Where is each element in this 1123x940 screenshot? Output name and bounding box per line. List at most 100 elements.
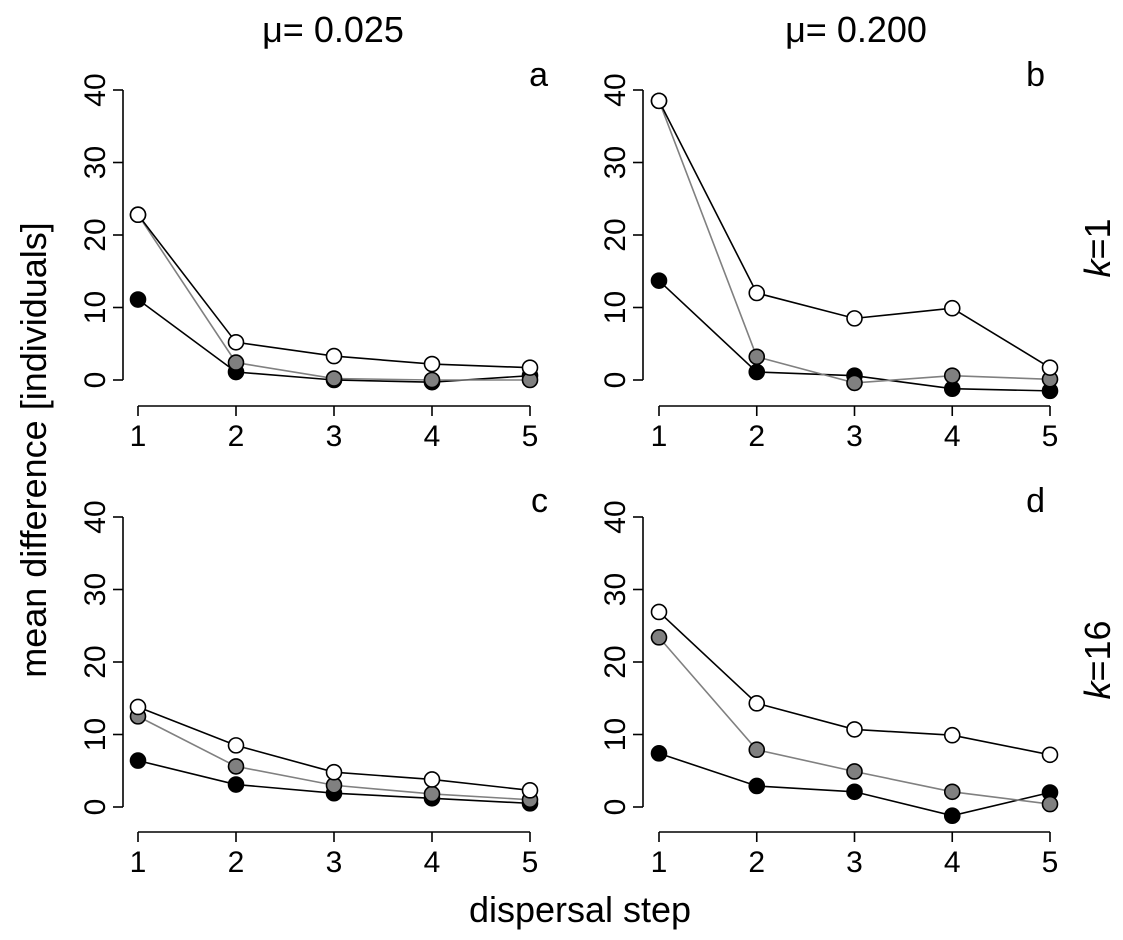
row-label-k16-italic: k [1077,680,1118,700]
y-tick-label: 30 [79,146,112,179]
y-tick-label: 0 [79,372,112,389]
data-point-black [650,272,668,289]
x-tick-label: 3 [326,420,343,453]
panel-d: d 1 2 3 4 5 0 10 20 30 40 [599,482,1058,879]
data-point-grey [748,348,766,366]
y-tick-label: 30 [599,573,632,606]
y-tick-label: 40 [79,73,112,106]
y-tick-label: 20 [79,218,112,251]
y-tick-label: 20 [599,218,632,251]
data-point-open [1041,359,1059,376]
x-tick-label: 5 [522,420,539,453]
x-tick-label: 3 [846,420,863,453]
y-tick-label: 0 [79,799,112,816]
data-point-grey [227,354,245,371]
data-point-grey [846,374,863,392]
row-label-k1-italic: k [1077,258,1118,278]
series-line-open [137,214,531,369]
data-point-grey [748,741,766,759]
data-point-open [943,726,961,744]
y-tick-label: 0 [599,799,632,816]
data-point-open [1041,746,1059,764]
y-tick-label: 10 [599,718,632,751]
data-point-open [650,603,668,621]
data-point-grey [846,763,863,780]
row-label-k16: k=16 [1077,620,1118,699]
row-label-k1-rest: =1 [1077,218,1118,259]
data-point-black [227,776,245,793]
y-tick-label: 0 [599,372,632,389]
data-point-open [846,721,863,738]
data-point-open [227,333,245,351]
x-tick-label: 2 [228,420,245,453]
x-tick-label: 4 [424,846,441,879]
column-title-mu-0025: μ= 0.025 [262,9,404,50]
data-point-black [650,745,668,762]
y-tick-label: 10 [79,718,112,751]
panel-c: c 1 2 3 4 5 0 10 20 30 40 [79,482,548,879]
data-point-open [650,92,668,110]
y-tick-label: 40 [599,73,632,106]
x-tick-label: 5 [1042,420,1059,453]
x-tick-label: 1 [130,846,147,879]
data-point-open [943,299,961,317]
data-point-open [521,782,539,799]
series-line-black [137,298,531,383]
data-point-grey [227,758,245,775]
panel-letter-b: b [1026,56,1045,94]
y-tick-label: 20 [79,645,112,678]
panel-a: a 1 2 3 4 5 0 10 20 30 40 [79,56,548,453]
data-point-open [423,771,441,788]
x-tick-label: 2 [228,846,245,879]
x-tick-label: 3 [326,846,343,879]
data-point-black [846,783,863,801]
y-tick-label: 40 [79,500,112,533]
data-point-open [521,359,539,376]
y-axis-title: mean difference [individuals] [13,222,54,678]
row-label-k16-rest: =16 [1077,620,1118,681]
data-point-grey [650,629,668,646]
y-tick-label: 10 [599,291,632,324]
data-point-grey [1041,795,1059,813]
y-tick-label: 20 [599,645,632,678]
column-title-mu-0200: μ= 0.200 [785,9,927,50]
data-point-open [325,763,343,781]
x-tick-label: 5 [1042,846,1059,879]
data-point-black [129,291,147,308]
series-line-open [658,100,1051,369]
data-point-black [748,363,766,381]
series-line-grey [658,100,1051,384]
x-tick-label: 4 [424,420,441,453]
x-tick-label: 1 [130,420,147,453]
x-tick-label: 4 [944,420,961,453]
data-point-grey [423,785,441,803]
y-tick-label: 30 [79,573,112,606]
data-point-grey [943,783,961,801]
data-point-open [129,206,147,223]
data-point-grey [943,367,961,384]
data-point-open [423,355,441,373]
data-point-grey [325,370,343,387]
data-point-open [325,347,343,365]
y-tick-label: 30 [599,146,632,179]
panel-letter-d: d [1026,482,1045,520]
x-tick-label: 1 [651,420,668,453]
data-point-black [129,752,147,769]
panel-letter-c: c [531,482,548,520]
data-point-open [129,698,147,716]
x-axis-title: dispersal step [469,889,691,930]
x-tick-label: 4 [944,846,961,879]
data-point-open [227,737,245,754]
data-point-open [846,310,863,327]
data-point-grey [423,371,441,389]
y-tick-label: 40 [599,500,632,533]
x-tick-label: 2 [748,420,765,453]
x-tick-label: 1 [651,846,668,879]
x-tick-label: 3 [846,846,863,879]
y-tick-label: 10 [79,291,112,324]
row-label-k1: k=1 [1077,218,1118,277]
data-point-open [748,284,766,302]
panel-b: b 1 2 3 4 5 0 10 20 30 40 [599,56,1058,453]
panel-letter-a: a [529,56,548,94]
